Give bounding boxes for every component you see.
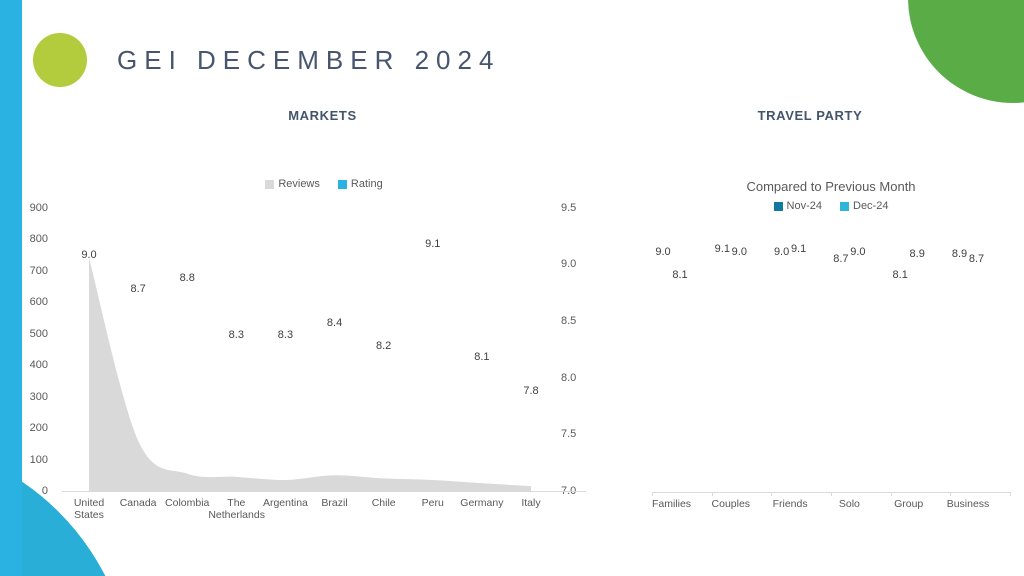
- page-title: GEI DECEMBER 2024: [117, 45, 501, 75]
- bar-value-label: 8.9: [909, 248, 925, 261]
- bar-value-label: 8.8: [179, 271, 195, 284]
- y-axis-left-tick-label: 100: [29, 453, 48, 466]
- y-axis-left-tick-label: 300: [29, 390, 48, 403]
- reviews-area-shape: [89, 257, 531, 491]
- x-axis-category-label: Brazil: [321, 497, 348, 509]
- y-axis-left-tick-label: 500: [29, 327, 48, 340]
- y-axis-right-tick-label: 9.5: [561, 201, 577, 214]
- x-axis-category-label: Argentina: [262, 497, 308, 509]
- axis-tick: [831, 492, 832, 496]
- axis-tick: [771, 492, 773, 496]
- legend-swatch: [773, 201, 783, 211]
- rating-bar: [0, 419, 22, 576]
- axis-tick: [1010, 492, 1011, 496]
- legend-item: Dec-24: [840, 200, 888, 212]
- bar-value-label: 8.1: [892, 268, 908, 281]
- x-axis-category-label: The Netherlands: [208, 497, 265, 521]
- x-axis-category-label: Couples: [711, 498, 751, 510]
- bar-value-label: 8.1: [672, 268, 688, 281]
- y-axis-left-tick-label: 900: [29, 201, 48, 214]
- y-axis-right-tick-label: 8.0: [561, 371, 577, 384]
- y-axis-left-tick-label: 700: [29, 264, 48, 277]
- bar-value-label: 9.0: [850, 245, 866, 258]
- x-axis-category-label: Germany: [460, 497, 504, 509]
- markets-baseline: [62, 491, 586, 492]
- x-axis-category-label: Solo: [838, 498, 860, 510]
- bar-value-label: 9.0: [773, 245, 790, 258]
- rating-bar: [0, 226, 22, 420]
- legend-label: Reviews: [278, 178, 320, 190]
- axis-tick: [652, 492, 653, 496]
- y-axis-right-tick-label: 8.5: [561, 314, 577, 327]
- y-axis-left-tick-label: 600: [29, 296, 48, 308]
- x-axis-category-label: Families: [651, 498, 692, 510]
- y-axis-left-tick-label: 200: [29, 422, 48, 434]
- y-axis-left-tick-label: 800: [29, 233, 48, 245]
- bar-value-label: 9.1: [714, 243, 730, 256]
- x-axis-category-label: Canada: [119, 497, 157, 509]
- x-axis-category-label: Italy: [521, 497, 541, 509]
- bar-value-label: 8.4: [326, 317, 343, 330]
- bar-value-label: 8.3: [228, 328, 244, 341]
- rating-bar: [0, 0, 22, 227]
- y-axis-left-tick-label: 0: [41, 485, 48, 497]
- bar-value-label: 8.1: [474, 351, 490, 364]
- bar-value-label: 8.7: [833, 253, 849, 266]
- legend-label: Nov-24: [786, 200, 822, 212]
- y-axis-right-tick-label: 7.5: [561, 428, 577, 441]
- axis-tick: [950, 492, 952, 496]
- decor-lime-circle: [33, 33, 87, 87]
- axis-tick: [711, 492, 713, 496]
- legend-label: Rating: [350, 178, 383, 190]
- bar-value-label: 8.9: [951, 248, 968, 261]
- axis-tick: [890, 492, 892, 496]
- x-axis-category-label: Business: [946, 498, 990, 510]
- reviews-area: [89, 257, 531, 491]
- y-axis-right-tick-label: 9.0: [561, 258, 577, 271]
- legend-item: Nov-24: [773, 200, 822, 212]
- markets-heading: MARKETS: [288, 108, 357, 123]
- x-axis-category-label: Group: [894, 498, 924, 510]
- bar-value-label: 8.3: [277, 328, 294, 341]
- legend-label: Dec-24: [853, 200, 889, 212]
- bar-value-label: 9.1: [790, 243, 807, 256]
- x-axis-category-label: Peru: [421, 497, 444, 509]
- bar-value-label: 8.7: [968, 253, 985, 266]
- x-axis-category-label: United States: [73, 497, 105, 521]
- bar-value-label: 9.0: [731, 245, 747, 258]
- legend-swatch: [840, 201, 849, 211]
- markets-legend: Reviews Rating: [62, 178, 586, 190]
- travel-party-chart-title: Compared to Previous Month: [746, 179, 916, 194]
- bar-value-label: 9.0: [655, 245, 671, 258]
- y-axis-left-tick-label: 400: [29, 359, 48, 371]
- bar-value-label: 8.2: [376, 339, 392, 352]
- x-axis-category-label: Colombia: [165, 497, 210, 509]
- bar-value-label: 9.0: [81, 249, 97, 262]
- legend-swatch: [265, 179, 275, 189]
- x-axis-category-label: Chile: [371, 497, 396, 509]
- bar-value-label: 7.8: [523, 385, 539, 398]
- bar-value-label: 9.1: [425, 237, 441, 250]
- x-axis-category-label: Friends: [772, 498, 808, 510]
- travel-party-heading: TRAVEL PARTY: [757, 108, 863, 123]
- legend-item: Rating: [337, 178, 383, 190]
- bar-value-label: 8.7: [130, 283, 146, 296]
- legend-item: Reviews: [265, 178, 320, 190]
- legend-swatch: [337, 179, 347, 189]
- travel-party-legend: Nov-24 Dec-24: [652, 200, 1010, 212]
